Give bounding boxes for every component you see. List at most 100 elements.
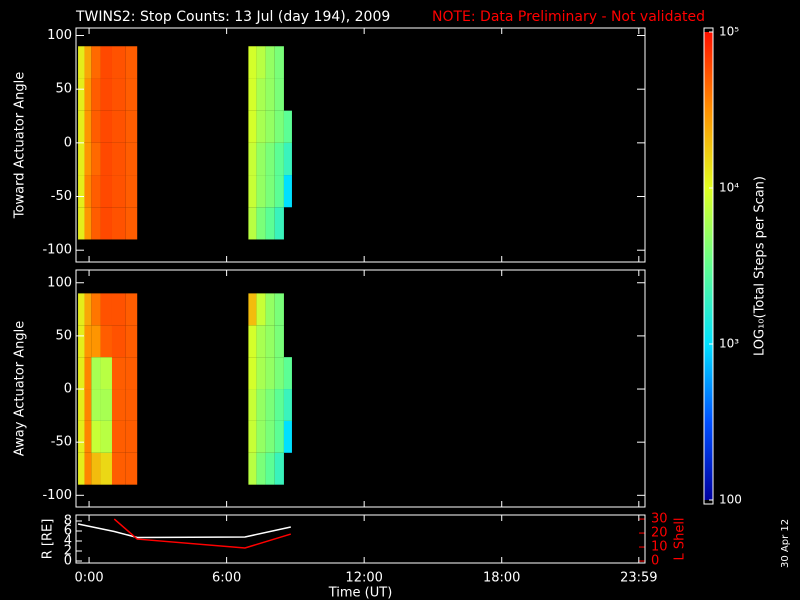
heatmap-cell xyxy=(265,142,275,176)
y-tick-label: 100 xyxy=(47,28,72,43)
panel-frame xyxy=(75,27,646,263)
heatmap-cell xyxy=(274,207,284,240)
heatmap-cell xyxy=(91,46,101,79)
heatmap-cell xyxy=(111,420,126,453)
heatmap-cell xyxy=(84,389,92,421)
colorbar-label: LOG₁₀(Total Steps per Scan) xyxy=(753,176,768,356)
heatmap-cell xyxy=(274,175,284,208)
heatmap-cell xyxy=(274,110,284,143)
heatmap-cell xyxy=(248,46,257,79)
heatmap-cell xyxy=(111,110,126,143)
y2-axis-label: L Shell xyxy=(673,517,688,560)
heatmap-cell xyxy=(248,452,257,485)
colorbar-tick-label: 10³ xyxy=(719,337,739,351)
heatmap-cell xyxy=(265,357,275,390)
x-tick-label: 18:00 xyxy=(483,571,520,586)
y-tick-label: 0 xyxy=(64,382,72,397)
heatmap-cell xyxy=(100,110,112,143)
note: NOTE: Data Preliminary - Not validated xyxy=(432,9,705,25)
heatmap-cell xyxy=(78,420,85,453)
heatmap-cell xyxy=(283,420,292,453)
heatmap-cell xyxy=(274,142,284,176)
heatmap-cell xyxy=(125,389,138,421)
heatmap-cell xyxy=(248,357,257,390)
heatmap-cell xyxy=(256,175,266,208)
heatmap-cell xyxy=(256,357,266,390)
colorbar-tick-label: 10⁴ xyxy=(719,181,739,195)
heatmap-cell xyxy=(274,78,284,111)
heatmap-cell xyxy=(78,175,85,208)
heatmap-cell xyxy=(100,389,112,421)
heatmap-cell xyxy=(265,46,275,79)
y-tick-label: -50 xyxy=(51,189,72,204)
heatmap-cell xyxy=(78,452,85,485)
heatmap-cell xyxy=(100,207,112,240)
heatmap-cell xyxy=(283,389,292,421)
heatmap-cell xyxy=(78,78,85,111)
heatmap-cell xyxy=(111,389,126,421)
heatmap-cell xyxy=(256,420,266,453)
colorbar-tick-label: 10⁵ xyxy=(719,25,739,39)
y-tick-label: -100 xyxy=(42,243,72,258)
heatmap-cell xyxy=(111,357,126,390)
heatmap-cell xyxy=(248,293,257,326)
heatmap-cell xyxy=(84,78,92,111)
heatmap-cell xyxy=(91,78,101,111)
heatmap-cell xyxy=(125,325,138,358)
heatmap-cell xyxy=(248,78,257,111)
heatmap-cell xyxy=(91,420,101,453)
heatmap-cell xyxy=(256,325,266,358)
y-tick-label: 8 xyxy=(64,514,72,529)
y-tick-label: 100 xyxy=(47,275,72,290)
heatmap-cell xyxy=(100,46,112,79)
panel-frame xyxy=(75,514,646,564)
heatmap-cell xyxy=(265,389,275,421)
heatmap-cell xyxy=(248,325,257,358)
heatmap-cell xyxy=(84,142,92,176)
heatmap-cell xyxy=(78,293,85,326)
heatmap-cell xyxy=(78,207,85,240)
heatmap-cell xyxy=(265,78,275,111)
y-axis-label: Away Actuator Angle xyxy=(13,321,28,456)
heatmap-cell xyxy=(256,293,266,326)
heatmap-cell xyxy=(91,175,101,208)
heatmap-cell xyxy=(283,110,292,143)
heatmap-cell xyxy=(125,357,138,390)
y-tick-label: 2 xyxy=(64,544,72,559)
heatmap-cell xyxy=(274,420,284,453)
heatmap-cell xyxy=(100,142,112,176)
heatmap-cell xyxy=(91,110,101,143)
heatmap-cell xyxy=(265,110,275,143)
y2-tick-label: 20 xyxy=(651,526,668,541)
heatmap-cell xyxy=(265,420,275,453)
heatmap-cell xyxy=(125,420,138,453)
chart-title: TWINS2: Stop Counts: 13 Jul (day 194), 2… xyxy=(75,9,390,25)
heatmap-cell xyxy=(100,325,112,358)
y-tick-label: 50 xyxy=(55,82,72,97)
heatmap-cell xyxy=(111,175,126,208)
heatmap-cell xyxy=(256,142,266,176)
heatmap-cell xyxy=(100,420,112,453)
data-line xyxy=(113,518,292,549)
colorbar-frame xyxy=(703,27,714,505)
y2-tick-label: 10 xyxy=(651,540,668,555)
heatmap-cell xyxy=(111,452,126,485)
x-tick-label: 6:00 xyxy=(212,571,241,586)
y-axis-label: R [RE] xyxy=(41,519,56,560)
heatmap-cell xyxy=(100,452,112,485)
heatmap-cell xyxy=(78,46,85,79)
heatmap-cell xyxy=(265,175,275,208)
heatmap-cell xyxy=(248,207,257,240)
y2-tick-label: 30 xyxy=(651,512,668,527)
heatmap-cell xyxy=(111,325,126,358)
heatmap-cell xyxy=(256,452,266,485)
colorbar-tick-label: 100 xyxy=(719,493,742,507)
heatmap-cell xyxy=(84,293,92,326)
heatmap-cell xyxy=(265,293,275,326)
heatmap-cell xyxy=(125,175,138,208)
heatmap-cell xyxy=(125,78,138,111)
heatmap-cell xyxy=(91,142,101,176)
heatmap-cell xyxy=(265,207,275,240)
heatmap-cell xyxy=(91,293,101,326)
